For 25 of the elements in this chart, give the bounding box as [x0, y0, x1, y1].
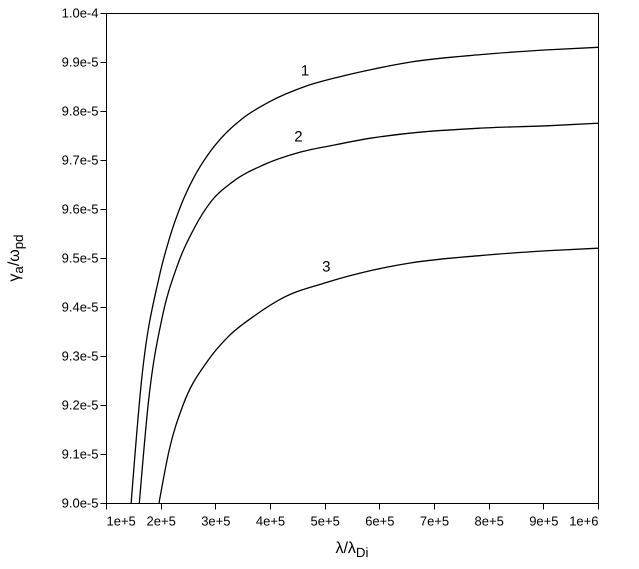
series-label: 3: [322, 258, 330, 276]
x-tick-label: 2e+5: [146, 514, 176, 528]
x-tick-label: 1e+6: [569, 514, 598, 528]
series-label: 2: [294, 128, 303, 146]
x-tick-label: 9e+5: [529, 514, 558, 528]
x-tick-label: 6e+5: [365, 514, 394, 528]
y-tick-label: 9.8e-5: [62, 104, 98, 118]
series-label: 1: [300, 62, 310, 80]
x-tick-label: 5e+5: [310, 514, 340, 528]
x-tick-label: 7e+5: [420, 514, 450, 528]
y-tick-label: 9.9e-5: [62, 54, 98, 70]
y-tick-label: 9.3e-5: [62, 348, 98, 364]
x-tick-label: 8e+5: [474, 514, 504, 528]
x-axis-title: λ/λ$_{Di}$: [334, 540, 370, 560]
y-tick-label: 9.1e-5: [62, 446, 98, 462]
y-tick-label: 9.4e-5: [62, 300, 98, 314]
y-tick-label: 9.7e-5: [62, 152, 98, 168]
y-tick-label: 1.0e-4: [62, 6, 98, 20]
x-tick-label: 3e+5: [201, 514, 230, 528]
y-tick-label: 9.0e-5: [62, 496, 98, 510]
x-tick-label: 1e+5: [106, 514, 136, 528]
y-tick-label: 9.2e-5: [62, 398, 98, 412]
y-tick-label: 9.5e-5: [62, 250, 98, 266]
y-tick-label: 9.6e-5: [62, 202, 98, 216]
x-tick-label: 4e+5: [256, 514, 286, 528]
